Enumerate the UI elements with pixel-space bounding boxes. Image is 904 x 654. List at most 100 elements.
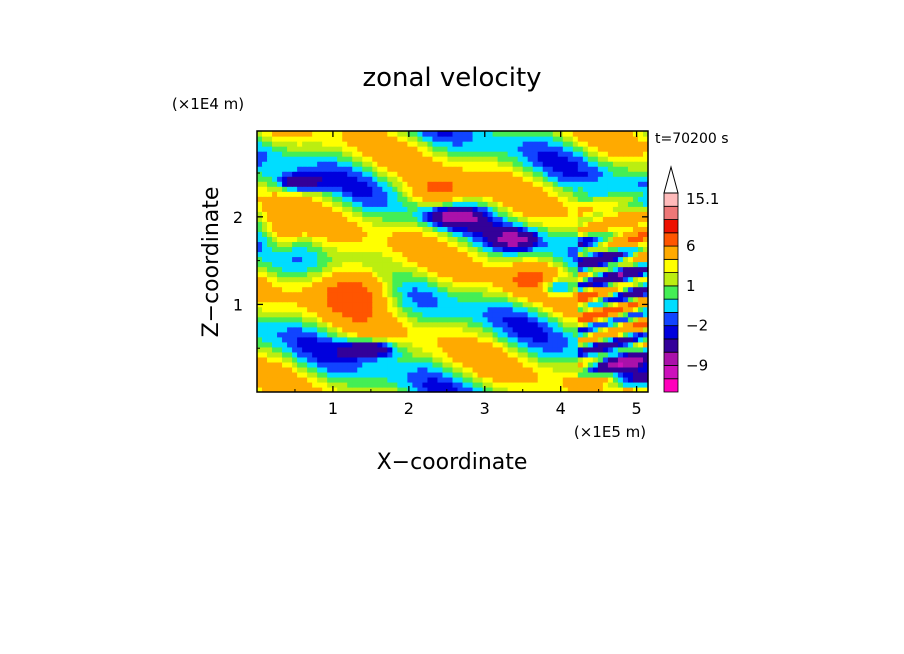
heatmap-cell <box>272 191 278 197</box>
heatmap-cell <box>432 331 439 338</box>
heatmap-cell <box>392 141 398 147</box>
heatmap-cell <box>527 361 534 368</box>
heatmap-cell <box>547 316 554 323</box>
heatmap-cell <box>547 201 554 207</box>
heatmap-cell <box>467 381 474 388</box>
heatmap-cell <box>487 141 494 147</box>
heatmap-cell <box>392 161 398 167</box>
heatmap-cell <box>587 181 594 187</box>
heatmap-cell <box>277 211 283 217</box>
heatmap-cell <box>417 261 424 268</box>
heatmap-cell <box>552 321 559 328</box>
heatmap-cell <box>467 271 474 278</box>
chart-title: zonal velocity <box>362 63 541 93</box>
heatmap-cell <box>437 171 444 177</box>
heatmap-cell <box>292 276 298 283</box>
heatmap-cell <box>577 166 584 172</box>
heatmap-cell <box>257 296 263 303</box>
heatmap-cell <box>497 171 504 177</box>
heatmap-cell <box>417 326 424 333</box>
heatmap-cell <box>447 266 454 273</box>
heatmap-cell <box>322 161 328 167</box>
heatmap-cell <box>357 166 363 172</box>
heatmap-cell <box>462 351 469 358</box>
heatmap-cell <box>597 326 604 333</box>
heatmap-cell <box>527 276 534 283</box>
heatmap-cell <box>392 256 398 263</box>
heatmap-cell <box>607 246 614 253</box>
heatmap-cell <box>592 196 599 202</box>
heatmap-cell <box>537 336 544 343</box>
heatmap-cell <box>332 306 338 313</box>
heatmap-cell <box>412 241 419 248</box>
heatmap-cell <box>587 341 594 348</box>
heatmap-cell <box>372 166 378 172</box>
heatmap-cell <box>612 181 619 187</box>
heatmap-cell <box>632 151 639 157</box>
heatmap-cell <box>462 301 469 308</box>
heatmap-cell <box>557 196 564 202</box>
heatmap-cell <box>457 271 464 278</box>
heatmap-cell <box>502 361 509 368</box>
heatmap-cell <box>632 306 639 313</box>
heatmap-cell <box>542 281 549 288</box>
heatmap-cell <box>567 221 574 227</box>
heatmap-cell <box>462 181 469 187</box>
heatmap-cell <box>357 376 363 383</box>
heatmap-cell <box>612 151 619 157</box>
heatmap-cell <box>472 386 479 392</box>
heatmap-cell <box>597 346 604 353</box>
heatmap-cell <box>317 276 323 283</box>
heatmap-cell <box>587 266 594 273</box>
heatmap-cell <box>487 351 494 358</box>
heatmap-cell <box>517 316 524 323</box>
heatmap-cell <box>472 346 479 353</box>
heatmap-cell <box>392 166 398 172</box>
heatmap-cell <box>297 241 303 248</box>
heatmap-cell <box>457 251 464 258</box>
heatmap-cell <box>447 286 454 293</box>
heatmap-cell <box>492 366 499 373</box>
heatmap-cell <box>432 261 439 268</box>
heatmap-cell <box>417 176 424 182</box>
heatmap-cell <box>442 356 449 363</box>
heatmap-cell <box>442 381 449 388</box>
heatmap-cell <box>637 236 644 243</box>
heatmap-cell <box>422 141 429 147</box>
heatmap-cell <box>307 221 313 227</box>
heatmap-cell <box>377 151 383 157</box>
heatmap-cell <box>457 246 464 253</box>
heatmap-cell <box>377 221 383 227</box>
heatmap-cell <box>567 246 574 253</box>
heatmap-cell <box>577 241 584 248</box>
heatmap-cell <box>472 206 479 212</box>
heatmap-cell <box>552 256 559 263</box>
heatmap-cell <box>457 166 464 172</box>
heatmap-cell <box>502 176 509 182</box>
heatmap-cell <box>582 251 589 258</box>
heatmap-cell <box>492 341 499 348</box>
heatmap-cell <box>537 146 544 152</box>
heatmap-cell <box>492 251 499 258</box>
heatmap-cell <box>547 371 554 378</box>
heatmap-cell <box>357 321 363 328</box>
heatmap-cell <box>627 311 634 318</box>
heatmap-cell <box>442 266 449 273</box>
heatmap-cell <box>582 346 589 353</box>
heatmap-cell <box>547 261 554 268</box>
heatmap-cell <box>402 201 408 207</box>
heatmap-cell <box>392 276 398 283</box>
heatmap-cell <box>632 281 639 288</box>
heatmap-cell <box>472 221 479 227</box>
heatmap-cell <box>337 136 343 142</box>
heatmap-cell <box>402 296 408 303</box>
heatmap-cell <box>412 151 419 157</box>
heatmap-cell <box>567 266 574 273</box>
heatmap-cell <box>332 331 338 338</box>
heatmap-cell <box>542 336 549 343</box>
heatmap-cell <box>302 196 308 202</box>
heatmap-cell <box>562 276 569 283</box>
heatmap-cell <box>552 306 559 313</box>
heatmap-cell <box>267 131 273 137</box>
heatmap-cell <box>377 231 383 237</box>
